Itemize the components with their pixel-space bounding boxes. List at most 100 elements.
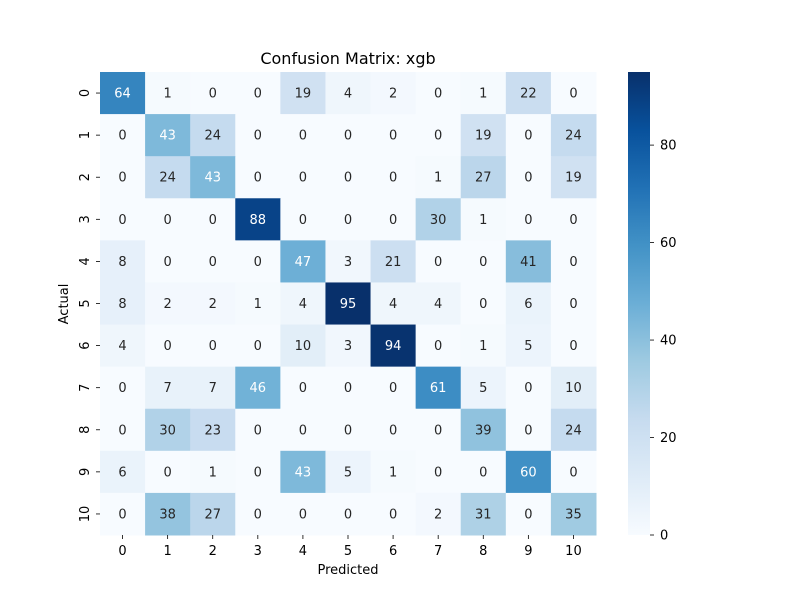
cell-value-label: 19	[295, 87, 312, 102]
cell-value-label: 22	[520, 87, 537, 102]
heatmap-cell	[280, 198, 326, 241]
heatmap-cell	[235, 408, 281, 452]
y-tick-label: 6	[78, 341, 93, 349]
heatmap-cell	[325, 366, 372, 410]
cell-value-label: 0	[434, 129, 442, 144]
x-tick-label: 1	[163, 544, 171, 559]
heatmap-cell	[100, 324, 146, 368]
heatmap-cell	[190, 156, 236, 199]
y-axis-ticks: 0 1 2 3 4 5 6 7 8 9 10	[78, 89, 100, 522]
cell-value-label: 35	[565, 507, 582, 522]
cell-value-label: 0	[209, 339, 217, 354]
heatmap-cell	[325, 282, 372, 326]
heatmap-cell	[505, 408, 552, 452]
heatmap-cell	[370, 240, 417, 283]
heatmap-cell	[550, 324, 597, 368]
heatmap-cell	[280, 72, 326, 115]
heatmap-cell	[460, 198, 507, 241]
heatmap-cell	[415, 366, 462, 410]
cell-value-label: 24	[565, 129, 582, 144]
cell-value-label: 0	[118, 129, 126, 144]
heatmap-cell	[460, 324, 507, 368]
heatmap-cell	[370, 408, 417, 452]
heatmap-cell	[505, 366, 552, 410]
heatmap-cell	[145, 492, 191, 536]
heatmap-cell	[325, 408, 372, 452]
heatmap-cell	[325, 198, 372, 241]
cell-value-label: 19	[475, 129, 492, 144]
heatmap-cell	[145, 408, 191, 452]
cell-value-label: 0	[524, 381, 532, 396]
x-tick-label: 10	[565, 544, 582, 559]
cell-value-label: 0	[569, 87, 577, 102]
cell-value-label: 0	[344, 129, 352, 144]
cell-value-label: 0	[524, 171, 532, 186]
cell-value-label: 0	[434, 87, 442, 102]
heatmap-cell	[505, 114, 552, 157]
cell-value-label: 0	[118, 171, 126, 186]
cell-value-label: 0	[569, 465, 577, 480]
heatmap-cell	[415, 114, 462, 157]
heatmap-cell	[190, 240, 236, 283]
cell-value-label: 0	[299, 129, 307, 144]
heatmap-cell	[370, 72, 417, 115]
cell-value-label: 19	[565, 171, 582, 186]
heatmap-cell	[280, 450, 326, 494]
cell-value-label: 0	[299, 171, 307, 186]
cell-value-label: 24	[159, 171, 176, 186]
y-tick-label: 2	[78, 173, 93, 181]
heatmap-cell	[550, 72, 597, 115]
chart-title: Confusion Matrix: xgb	[260, 49, 435, 68]
cell-value-label: 38	[159, 507, 176, 522]
cell-value-label: 1	[434, 171, 442, 186]
cell-value-label: 8	[118, 297, 126, 312]
cell-value-label: 0	[569, 339, 577, 354]
heatmap-cell	[370, 156, 417, 199]
heatmap-cell	[100, 282, 146, 326]
heatmap-cell	[280, 408, 326, 452]
cell-value-label: 0	[163, 339, 171, 354]
heatmap-cell	[235, 366, 281, 410]
heatmap-cell	[280, 366, 326, 410]
colorbar-ticks: 0 20 40 60 80	[650, 139, 677, 544]
cell-value-label: 7	[209, 381, 217, 396]
cell-value-label: 0	[389, 213, 397, 228]
heatmap-cell	[325, 324, 372, 368]
cell-value-label: 61	[430, 381, 447, 396]
cell-value-label: 27	[204, 507, 221, 522]
x-tick-label: 3	[254, 544, 262, 559]
x-axis-label: Predicted	[317, 563, 378, 578]
cell-value-label: 30	[430, 213, 447, 228]
cell-value-label: 0	[344, 213, 352, 228]
cell-value-label: 0	[389, 381, 397, 396]
cell-value-label: 0	[344, 381, 352, 396]
heatmap-cell	[550, 198, 597, 241]
heatmap-cell	[550, 492, 597, 536]
x-tick-label: 7	[434, 544, 442, 559]
cell-value-label: 1	[209, 465, 217, 480]
heatmap-cell	[100, 408, 146, 452]
cell-value-label: 0	[254, 423, 262, 438]
cell-value-label: 1	[479, 213, 487, 228]
cell-value-label: 30	[159, 423, 176, 438]
heatmap-cell	[145, 156, 191, 199]
cell-value-label: 4	[344, 87, 352, 102]
heatmap-cell	[145, 324, 191, 368]
y-tick-label: 4	[78, 257, 93, 265]
cell-value-label: 0	[434, 465, 442, 480]
cell-value-label: 2	[434, 507, 442, 522]
cell-value-label: 1	[479, 339, 487, 354]
cell-value-label: 60	[520, 465, 537, 480]
heatmap-cell	[325, 114, 372, 157]
heatmap-cell	[280, 114, 326, 157]
cell-value-label: 31	[475, 507, 492, 522]
heatmap-cell	[100, 114, 146, 157]
cell-value-label: 10	[295, 339, 312, 354]
heatmap-cell	[550, 408, 597, 452]
cell-value-label: 0	[254, 255, 262, 270]
cell-value-label: 6	[118, 465, 126, 480]
cell-value-label: 0	[389, 129, 397, 144]
cell-value-label: 7	[163, 381, 171, 396]
cell-value-label: 24	[204, 129, 221, 144]
